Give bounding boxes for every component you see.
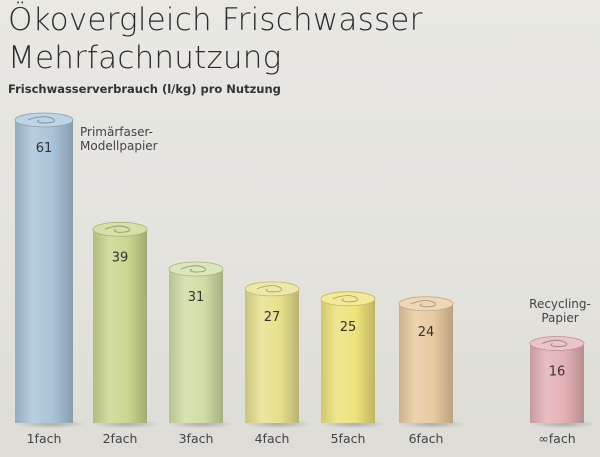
value-label-∞fach: 16 — [549, 365, 566, 380]
bar-body — [399, 303, 453, 423]
bar-top — [398, 296, 454, 312]
bar-body — [245, 288, 299, 423]
bar-body — [93, 229, 147, 423]
tick-label-6fach: 6fach — [409, 431, 444, 446]
bar-2fach — [92, 221, 160, 429]
tick-label-2fach: 2fach — [103, 431, 138, 446]
tick-label-5fach: 5fach — [331, 431, 366, 446]
bar-curl — [180, 265, 207, 273]
bar-body — [321, 298, 375, 423]
bar-1fach — [14, 112, 86, 429]
value-label-2fach: 39 — [112, 250, 129, 265]
bar-body — [15, 120, 73, 423]
tick-label-3fach: 3fach — [179, 431, 214, 446]
bar-top — [244, 281, 300, 297]
bar-body — [530, 343, 584, 423]
bar-∞fach — [529, 336, 597, 429]
bar-3fach — [168, 261, 236, 429]
bar-top — [14, 112, 74, 128]
bar-body — [169, 269, 223, 423]
bar-curl — [104, 225, 131, 233]
bar-6fach — [398, 296, 466, 429]
annotation-∞fach-line-2: Papier — [541, 311, 578, 325]
annotation-∞fach-line-1: Recycling- — [529, 297, 591, 311]
value-label-4fach: 27 — [264, 310, 281, 325]
bar-top — [168, 261, 224, 277]
chart-title-line-1: Ökovergleich Frischwasser — [8, 2, 423, 38]
bar-curl — [27, 116, 55, 124]
chart-title-line-2: Mehrfachnutzung — [8, 40, 282, 76]
tick-label-4fach: 4fach — [255, 431, 290, 446]
bar-4fach — [244, 281, 312, 429]
value-label-3fach: 31 — [188, 290, 205, 305]
value-label-1fach: 61 — [36, 141, 53, 156]
bar-curl — [256, 285, 283, 293]
annotation-1fach-line-2: Modellpapier — [80, 139, 158, 153]
bar-5fach — [320, 291, 388, 429]
annotation-1fach-line-1: Primärfaser- — [80, 125, 153, 139]
bar-top — [320, 291, 376, 307]
bar-top — [529, 336, 585, 351]
bar-top — [92, 221, 148, 237]
value-label-6fach: 24 — [418, 325, 435, 340]
bar-curl — [332, 295, 359, 303]
tick-label-1fach: 1fach — [27, 431, 62, 446]
value-label-5fach: 25 — [340, 320, 357, 335]
chart-subtitle: Frischwasserverbrauch (l/kg) pro Nutzung — [8, 82, 281, 96]
tick-label-∞fach: ∞fach — [538, 431, 575, 446]
bar-curl — [410, 300, 437, 308]
bar-curl — [541, 339, 568, 347]
